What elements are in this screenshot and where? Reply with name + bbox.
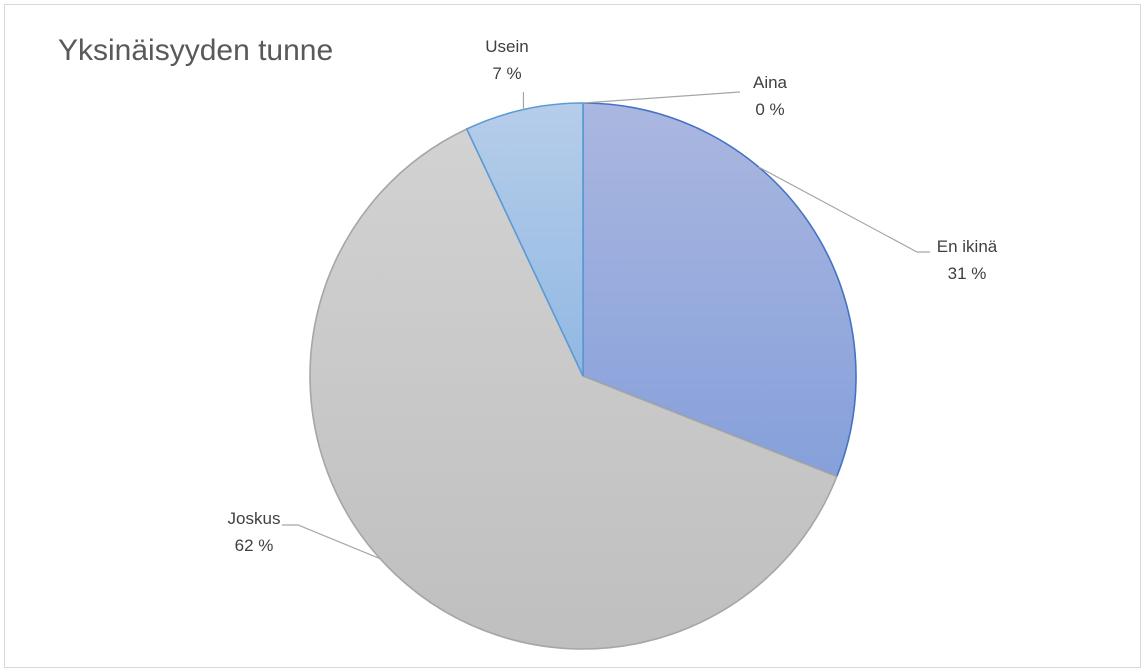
pie-slice-en-ikina <box>582 102 857 478</box>
pie-slice-usein-value-label: 7 % <box>492 64 521 83</box>
pie-slice-joskus <box>309 127 838 650</box>
pie-slice-joskus-value-label: 62 % <box>235 536 274 555</box>
pie-slice-joskus-leader-line <box>282 524 381 560</box>
pie-slice-usein-label: Usein <box>485 37 528 56</box>
chart-title: Yksinäisyyden tunne <box>58 34 334 67</box>
pie-slice-joskus-label: Joskus <box>228 509 281 528</box>
pie-slice-en-ikina-leader-line <box>758 166 930 253</box>
pie-slice-aina-label: Aina <box>753 73 788 92</box>
pie-slice-en-ikina-value-label: 31 % <box>948 264 987 283</box>
pie-slice-aina-leader-line <box>582 91 741 104</box>
pie-slice-aina-value-label: 0 % <box>755 100 784 119</box>
pie-slice-usein <box>465 102 584 377</box>
pie-slice-en-ikina-label: En ikinä <box>937 237 998 256</box>
